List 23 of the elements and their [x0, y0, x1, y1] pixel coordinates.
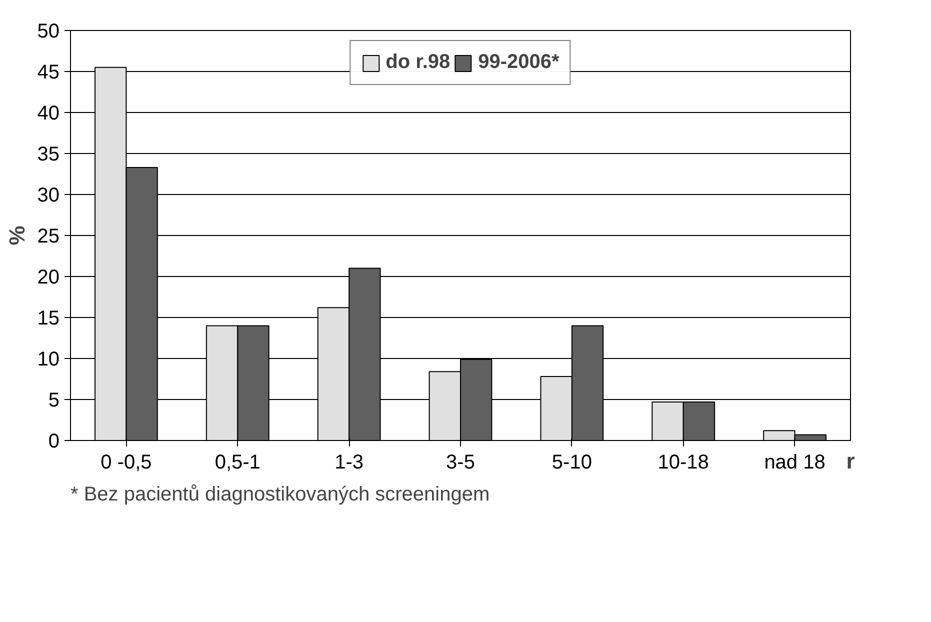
text: * Bez pacientů diagnostikovaných screeningem [70, 484, 490, 506]
y-tick-label: 10 [37, 348, 60, 370]
legend-label: do r.98 [386, 51, 450, 74]
legend-label: 99-2006* [478, 51, 560, 74]
x-tick-label: 0 -0,5 [100, 452, 152, 474]
y-tick-label: 20 [37, 266, 60, 288]
y-tick-label: 30 [37, 184, 60, 206]
x-tick-label: 3-5 [446, 452, 475, 474]
y-tick-label: 15 [37, 308, 60, 330]
y-axis-title: % [4, 226, 30, 246]
x-tick-label: nad 18 [764, 452, 826, 474]
x-tick-label: 1-3 [334, 452, 364, 474]
y-tick-label: 0 [48, 430, 60, 452]
y-tick-label: 5 [48, 390, 60, 412]
y-tick-label: 40 [37, 102, 60, 124]
x-tick-label: 0,5-1 [214, 452, 260, 474]
x-axis-title: r [846, 448, 856, 474]
y-tick-label: 35 [37, 144, 60, 166]
y-tick-label: 45 [37, 62, 60, 84]
y-tick-label: 50 [37, 20, 60, 42]
x-tick-label: 10-18 [658, 452, 709, 474]
x-tick-label: 5-10 [552, 452, 592, 474]
y-tick-label: 25 [37, 226, 60, 248]
